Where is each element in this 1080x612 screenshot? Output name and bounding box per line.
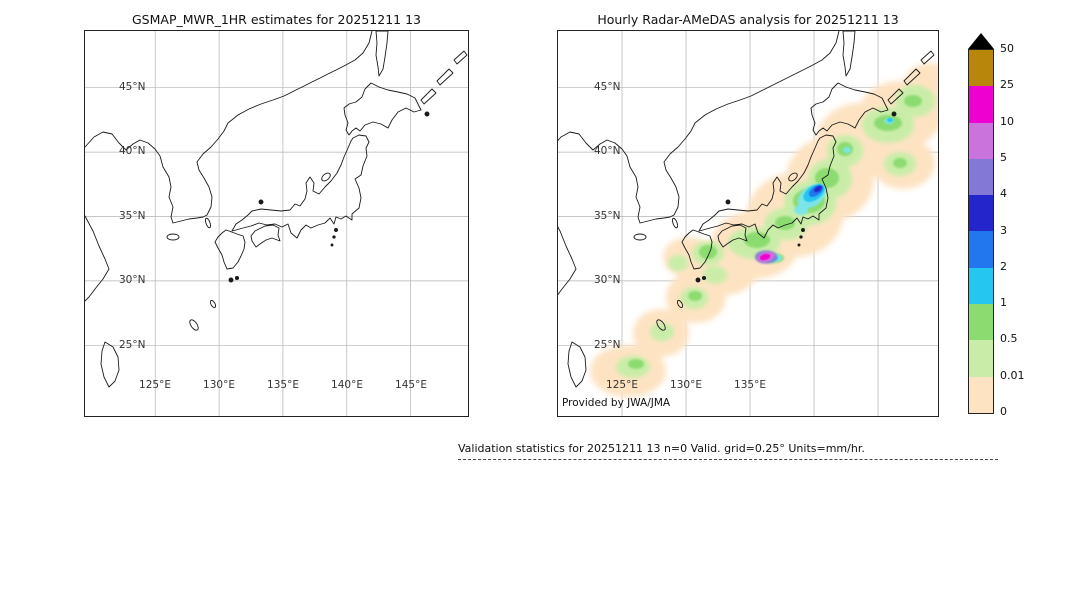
colorbar-segment (969, 304, 993, 341)
gridlines (85, 31, 468, 416)
lon-tick: 130°E (203, 379, 235, 391)
colorbar-segment (969, 50, 993, 87)
colorbar-segments (968, 49, 994, 414)
lon-tick: 125°E (606, 379, 638, 391)
gsmap-title: GSMAP_MWR_1HR estimates for 20251211 13 (132, 12, 421, 27)
colorbar: 50 25 10 5 4 3 2 1 0.5 0.01 0 (968, 33, 1048, 418)
radar-amedas-map-panel: 45°N 40°N 35°N 30°N 25°N 125°E 130°E 135… (557, 30, 939, 417)
colorbar-tick-label: 10 (1000, 114, 1014, 128)
lat-tick: 45°N (119, 81, 146, 93)
lon-tick: 140°E (331, 379, 363, 391)
colorbar-tick-label: 0.01 (1000, 368, 1025, 382)
precipitation-layer (590, 63, 938, 397)
lat-tick: 25°N (594, 339, 621, 351)
precip-band-heavy (755, 250, 777, 264)
data-credit: Provided by JWA/JMA (562, 397, 671, 409)
colorbar-tick-label: 25 (1000, 78, 1014, 92)
colorbar-segment (969, 195, 993, 232)
lat-tick: 40°N (119, 145, 146, 157)
lat-tick: 30°N (594, 274, 621, 286)
colorbar-tick-label: 5 (1000, 150, 1007, 164)
radar-map (558, 31, 938, 416)
colorbar-tick-label: 2 (1000, 259, 1007, 273)
validation-caption: Validation statistics for 20251211 13 n=… (458, 442, 998, 460)
lat-tick: 25°N (119, 339, 146, 351)
lon-tick: 145°E (395, 379, 427, 391)
colorbar-tick-label: 50 (1000, 42, 1014, 55)
lon-tick: 125°E (139, 379, 171, 391)
colorbar-segment (969, 231, 993, 268)
lon-tick: 135°E (267, 379, 299, 391)
colorbar-tick-label: 1 (1000, 296, 1007, 310)
colorbar-segment (969, 122, 993, 159)
colorbar-segment (969, 340, 993, 377)
precip-band-4 (814, 185, 822, 193)
lon-tick: 130°E (670, 379, 702, 391)
lat-tick: 30°N (119, 274, 146, 286)
colorbar-segment (969, 267, 993, 305)
colorbar-segment (969, 158, 993, 196)
colorbar-overflow-triangle (968, 33, 994, 49)
colorbar-labels: 50 25 10 5 4 3 2 1 0.5 0.01 0 (1000, 42, 1044, 418)
colorbar-tick-label: 3 (1000, 223, 1007, 237)
colorbar-tick-label: 0 (1000, 405, 1007, 418)
gsmap-map (85, 31, 468, 416)
colorbar-tick-label: 4 (1000, 187, 1007, 201)
colorbar-tick-label: 0.5 (1000, 332, 1018, 346)
lat-tick: 40°N (594, 145, 621, 157)
radar-title: Hourly Radar-AMeDAS analysis for 2025121… (597, 12, 899, 27)
lat-tick: 35°N (119, 210, 146, 222)
colorbar-segment (969, 376, 993, 413)
lat-tick: 35°N (594, 210, 621, 222)
lat-tick: 45°N (594, 81, 621, 93)
gsmap-map-panel: 45°N 40°N 35°N 30°N 25°N 125°E 130°E 135… (84, 30, 469, 417)
lon-tick: 135°E (734, 379, 766, 391)
colorbar-segment (969, 86, 993, 123)
